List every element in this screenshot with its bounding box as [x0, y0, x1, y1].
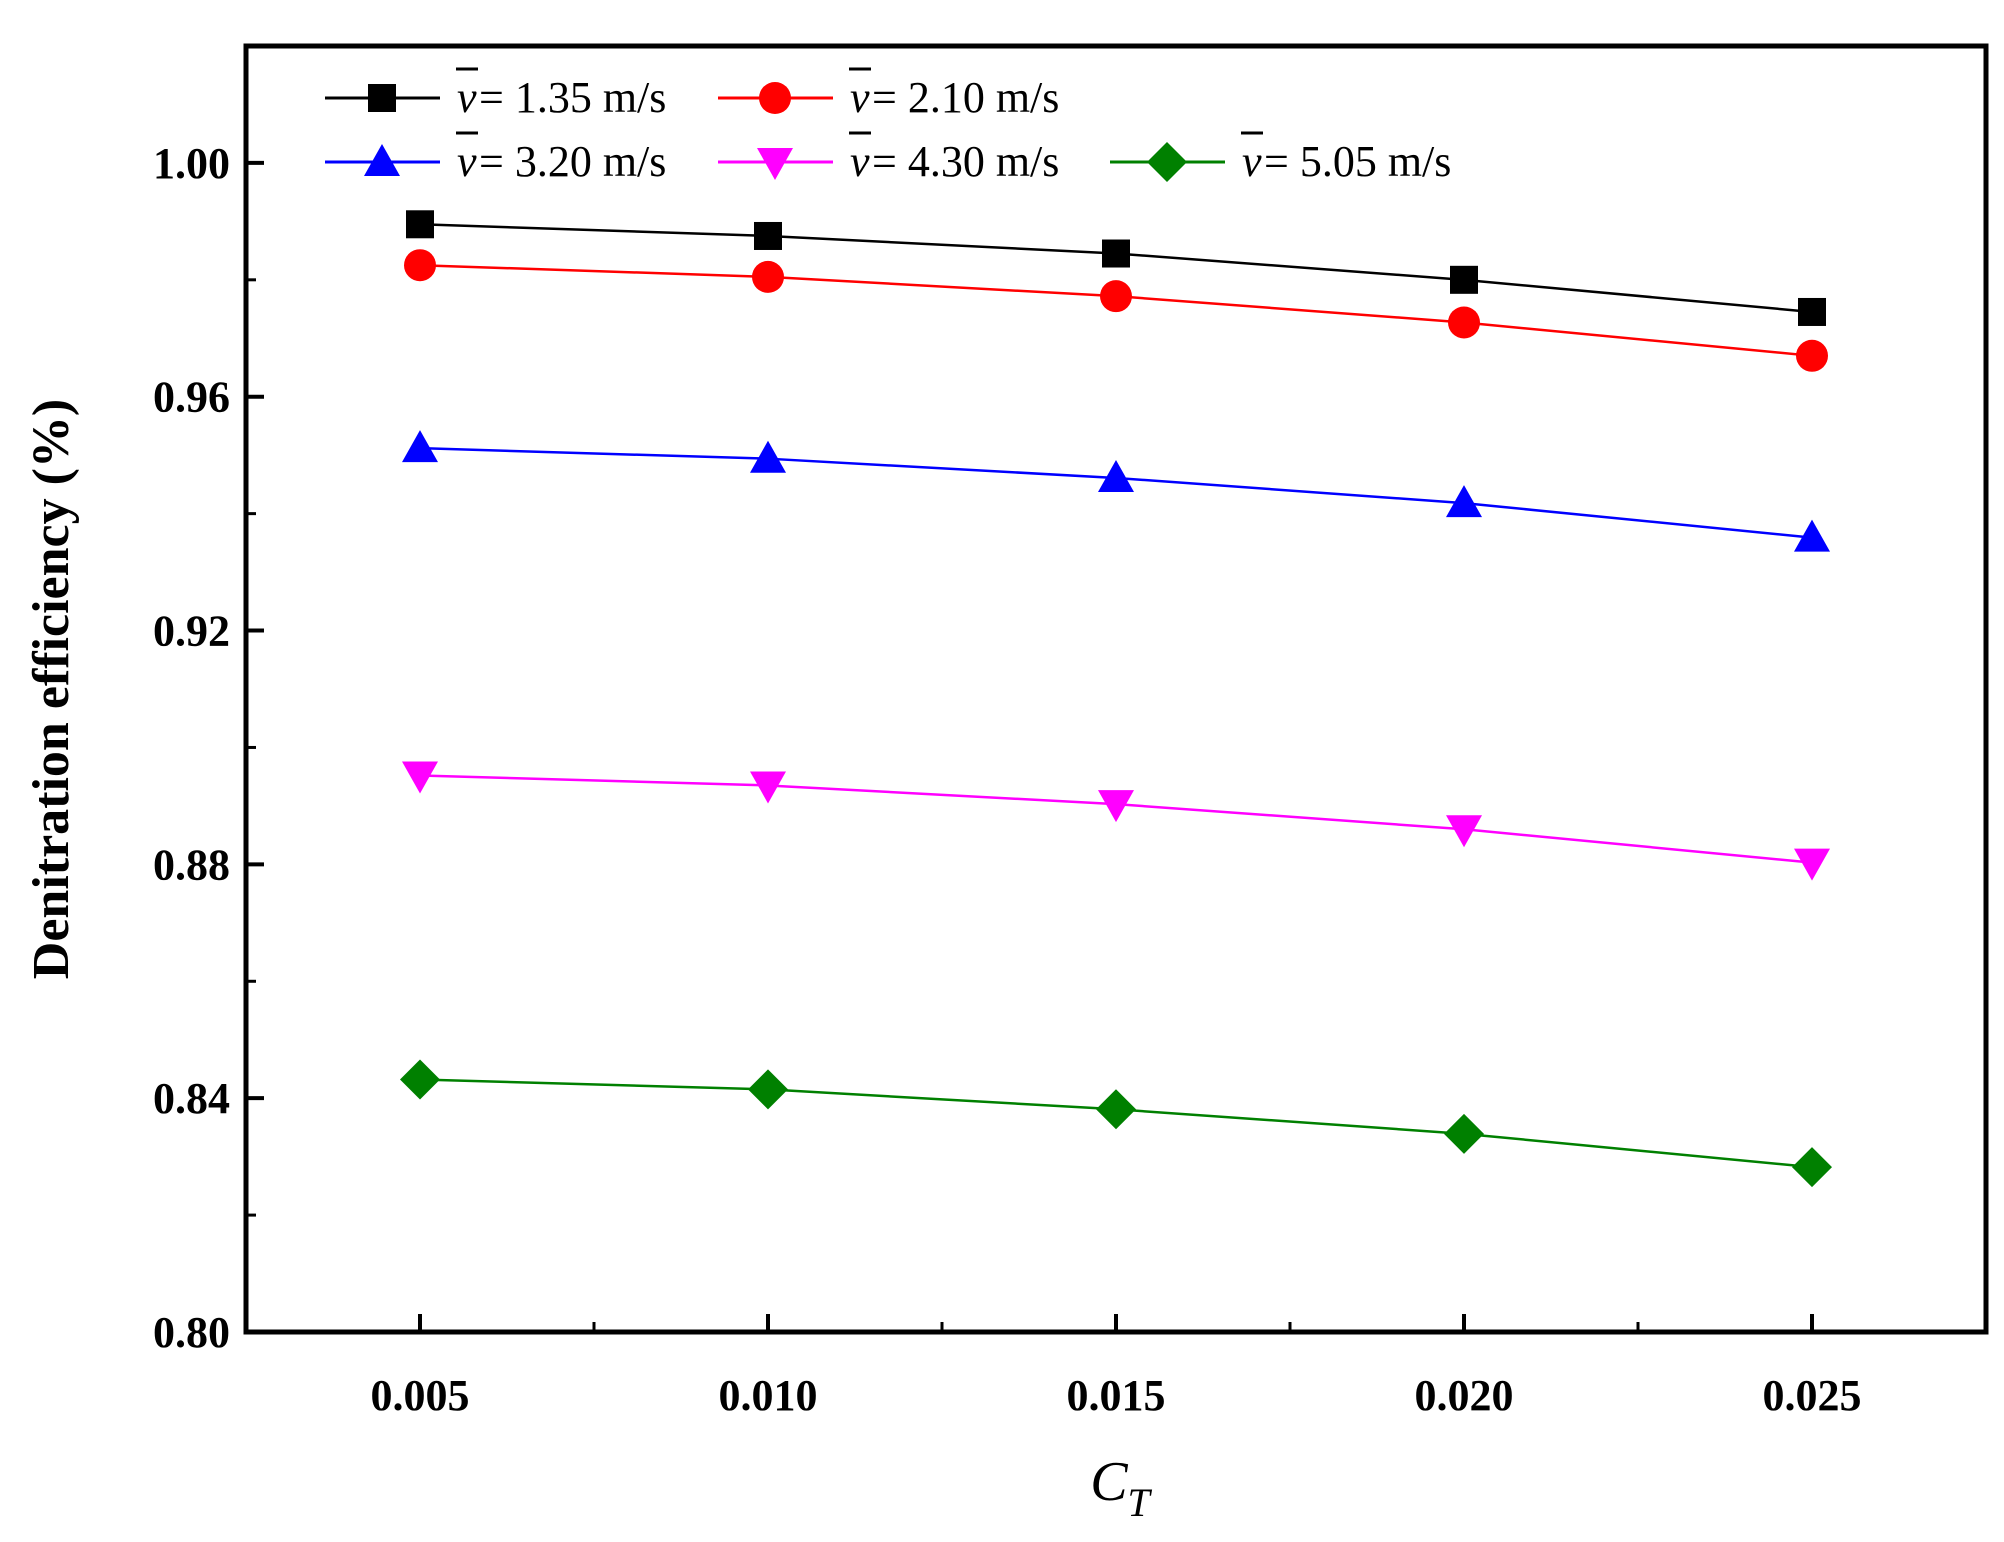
- data-point: [1444, 1113, 1484, 1154]
- x-axis-title-sub: T: [1128, 1480, 1153, 1525]
- data-point: [752, 260, 784, 293]
- data-point: [754, 221, 782, 250]
- legend-marker: [368, 84, 396, 112]
- legend-label: = 1.35 m/s: [479, 73, 666, 122]
- y-tick-label: 0.96: [153, 373, 230, 422]
- x-tick-label: 0.020: [1415, 1371, 1514, 1420]
- x-tick-label: 0.025: [1763, 1371, 1862, 1420]
- x-axis-title-main: C: [1090, 1451, 1128, 1513]
- data-point: [404, 249, 436, 282]
- data-point: [1098, 790, 1134, 823]
- legend-symbol: v: [457, 73, 477, 122]
- y-tick-label: 0.84: [153, 1074, 230, 1123]
- data-point: [400, 1059, 440, 1100]
- data-point: [1794, 519, 1830, 552]
- legend-entry: v = 5.05 m/s: [1110, 131, 1451, 186]
- legend-label: = 5.05 m/s: [1264, 137, 1451, 186]
- x-tick-label: 0.005: [371, 1371, 470, 1420]
- data-point: [750, 771, 786, 804]
- y-tick-label: 0.92: [153, 607, 230, 656]
- x-axis-title: CT: [1090, 1451, 1152, 1525]
- data-point: [750, 440, 786, 473]
- data-point: [402, 430, 438, 463]
- data-point: [1792, 1147, 1832, 1188]
- legend-marker: [759, 82, 791, 114]
- data-point: [402, 761, 438, 794]
- legend-entry: v = 2.10 m/s: [718, 67, 1059, 122]
- data-point: [748, 1069, 788, 1110]
- data-point: [1446, 485, 1482, 518]
- y-tick-label: 0.88: [153, 840, 230, 889]
- legend-entry: v = 1.35 m/s: [325, 67, 666, 122]
- data-point: [1098, 459, 1134, 492]
- legend-marker: [364, 144, 400, 176]
- y-axis-title: Denitration efficiency (%): [23, 399, 80, 979]
- data-point: [1100, 280, 1132, 313]
- legend-label: = 4.30 m/s: [872, 137, 1059, 186]
- legend-symbol: v: [850, 73, 870, 122]
- legend-label: = 2.10 m/s: [872, 73, 1059, 122]
- y-tick-label: 1.00: [153, 139, 230, 188]
- legend-label: = 3.20 m/s: [479, 137, 666, 186]
- x-tick-label: 0.015: [1067, 1371, 1166, 1420]
- data-point: [1450, 265, 1478, 294]
- legend-symbol: v: [1242, 137, 1262, 186]
- data-point: [1446, 815, 1482, 848]
- data-point: [1096, 1089, 1136, 1130]
- data-point: [406, 210, 434, 239]
- legend-entry: v = 3.20 m/s: [325, 131, 666, 186]
- plot-frame: [243, 43, 1989, 1335]
- data-point: [1796, 339, 1828, 372]
- legend-marker: [1147, 142, 1187, 182]
- x-tick-label: 0.010: [719, 1371, 818, 1420]
- data-point: [1794, 848, 1830, 881]
- legend-marker: [757, 148, 793, 180]
- data-point: [1448, 306, 1480, 339]
- y-tick-label: 0.80: [153, 1308, 230, 1357]
- legend-symbol: v: [457, 137, 477, 186]
- data-point: [1798, 297, 1826, 326]
- legend-symbol: v: [850, 137, 870, 186]
- legend-entry: v = 4.30 m/s: [718, 131, 1059, 186]
- data-point: [1102, 239, 1130, 268]
